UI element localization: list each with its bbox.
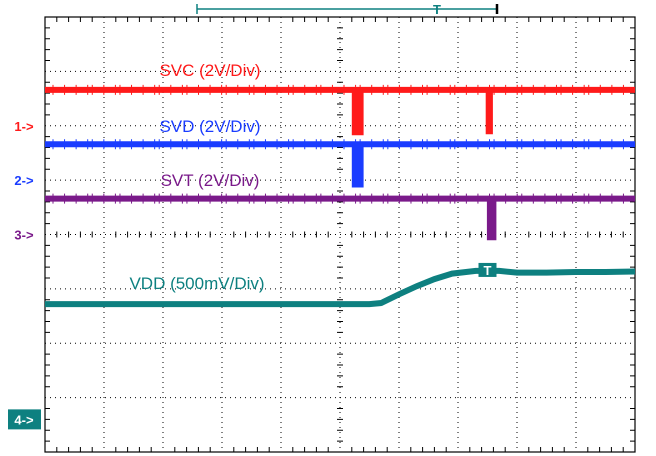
trace-2 [45, 141, 635, 188]
cursor-bar-trigger-glyph: T [433, 2, 441, 17]
trace-labels: SVC (2V/Div) SVD (2V/Div) SVT (2V/Div) VDD … [129, 61, 264, 293]
trace-label-3: SVT (2V/Div) [161, 171, 260, 190]
trace-label-2: SVD (2V/Div) [159, 117, 260, 136]
trace-label-1: SVC (2V/Div) [159, 61, 260, 80]
channel-marker-label: 2-> [14, 173, 34, 188]
trigger-marker-box [478, 262, 497, 277]
channel-marker-label: 4-> [14, 412, 34, 427]
channel-marker-label: 3-> [14, 228, 34, 243]
channel-4-marker-box [8, 409, 41, 430]
channel-markers: 1-> 2-> 3-> 4-> [8, 119, 41, 430]
trace-label-4: VDD (500mV/Div) [129, 274, 264, 293]
timebase-cursor-bar: T [196, 2, 499, 17]
traces: T [45, 84, 636, 308]
trigger-marker-glyph: T [484, 263, 492, 278]
trace-4 [45, 267, 636, 308]
channel-marker-label: 1-> [14, 119, 34, 134]
trace-1 [45, 86, 635, 136]
